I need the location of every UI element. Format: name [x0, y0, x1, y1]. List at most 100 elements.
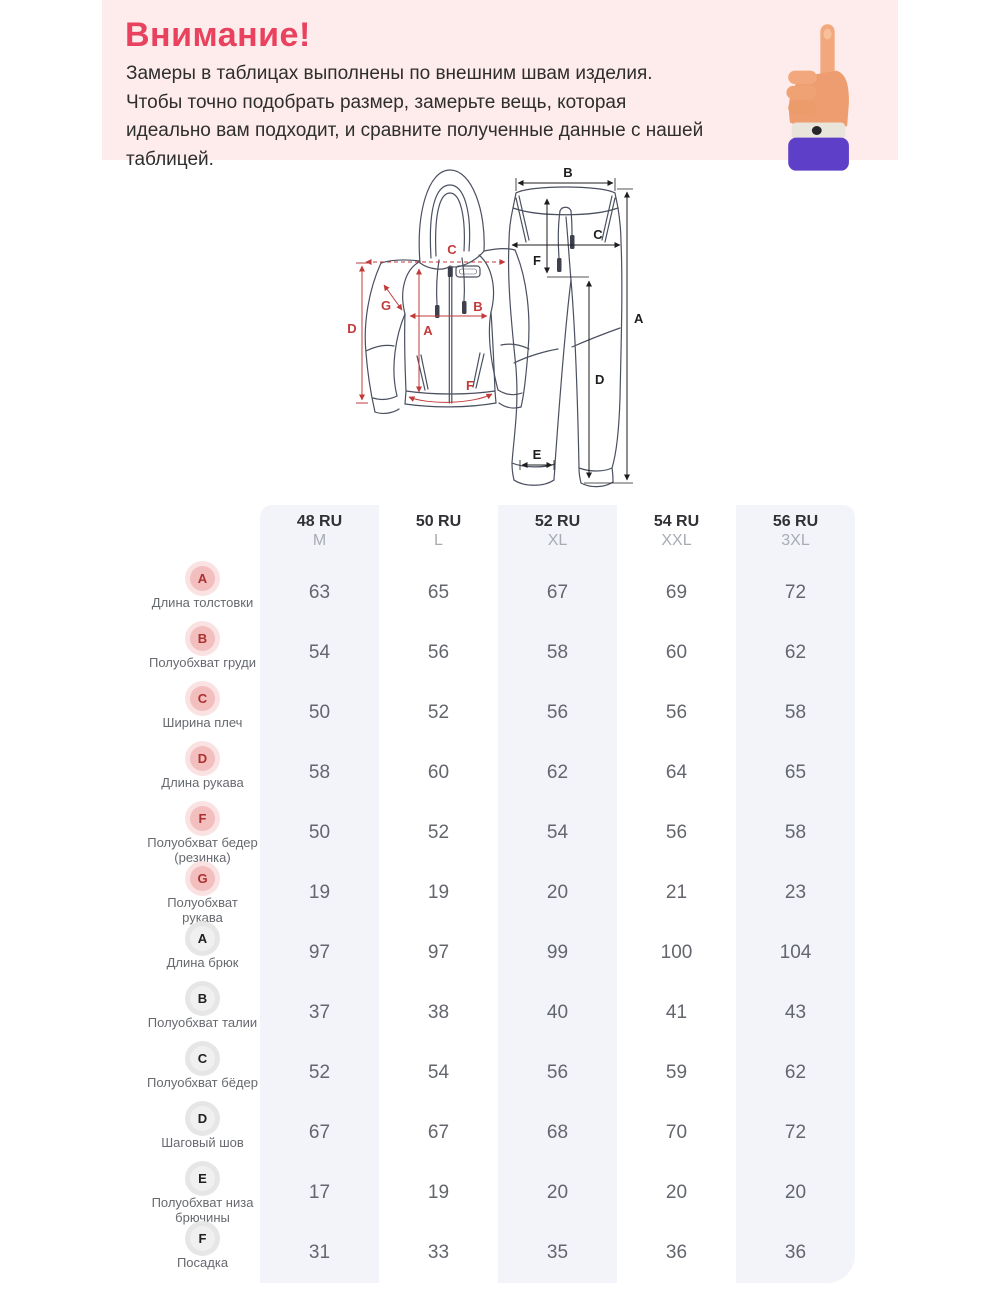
size-value-cell: 37 [308, 1002, 331, 1023]
column-stripe-3 [498, 505, 617, 1283]
size-value-cell: 19 [427, 1182, 450, 1203]
measure-letter-badge: B [190, 626, 215, 651]
hoodie-label-G: G [381, 298, 391, 313]
size-value-cell: 20 [546, 882, 569, 903]
size-value-cell: 56 [665, 822, 688, 843]
size-intl-label: 3XL [781, 532, 810, 549]
size-value-cell: 58 [546, 642, 569, 663]
measure-label-text: Длина брюк [166, 955, 239, 970]
measure-label-text: Полуобхват бедер (резинка) [147, 835, 258, 865]
size-intl-label: XL [547, 532, 568, 549]
size-value-cell: 54 [546, 822, 569, 843]
measure-row-label: D Шаговый шов [145, 1103, 260, 1163]
size-value-cell: 54 [308, 642, 331, 663]
measure-letter-badge: F [190, 1226, 215, 1251]
size-ru-label: 56 RU [772, 513, 819, 530]
size-value-cell: 38 [427, 1002, 450, 1023]
size-value-cell: 56 [665, 702, 688, 723]
size-value-cell: 97 [308, 942, 331, 963]
size-value-cell: 62 [784, 1062, 807, 1083]
size-column-header: 48 RU M [260, 505, 379, 563]
pants-drawing [507, 186, 623, 488]
size-value-cell: 67 [546, 582, 569, 603]
hoodie-drawstring-tips [435, 267, 467, 318]
pants-label-E: E [533, 447, 542, 462]
banner-text: Замеры в таблицах выполнены по внешним ш… [126, 60, 726, 174]
hoodie-label-A: A [423, 323, 433, 338]
hoodie-measurements [356, 259, 506, 404]
measure-label-text: Полуобхват талии [147, 1015, 258, 1030]
banner-text-line-1: Замеры в таблицах выполнены по внешним ш… [126, 63, 653, 84]
measure-row-label: B Полуобхват талии [145, 983, 260, 1043]
size-intl-label: L [434, 532, 443, 549]
pants-label-C: C [593, 227, 603, 242]
measure-letter-badge: A [190, 566, 215, 591]
pants-label-F: F [533, 253, 541, 268]
size-value-cell: 100 [660, 942, 693, 963]
size-ru-label: 50 RU [415, 513, 462, 530]
cuff-button [811, 126, 822, 135]
measure-label-text: Полуобхват рукава [167, 895, 238, 925]
size-value-cell: 67 [308, 1122, 331, 1143]
measure-letter-badge: C [190, 1046, 215, 1071]
size-value-cell: 63 [308, 582, 331, 603]
size-table-corner [145, 505, 260, 563]
size-value-cell: 70 [665, 1122, 688, 1143]
size-value-cell: 104 [779, 942, 812, 963]
measure-row-label: B Полуобхват груди [145, 623, 260, 683]
size-value-cell: 20 [665, 1182, 688, 1203]
size-value-cell: 60 [427, 762, 450, 783]
measure-row-label: C Полуобхват бёдер [145, 1043, 260, 1103]
measure-row-label: A Длина брюк [145, 923, 260, 983]
measure-label-text: Ширина плеч [162, 715, 243, 730]
pants-drawstring-tips [557, 235, 575, 272]
measure-label-text: Посадка [176, 1255, 229, 1270]
measure-label-text: Полуобхват бёдер [147, 1075, 258, 1090]
size-column-header: 56 RU 3XL [736, 505, 855, 563]
size-column-header: 50 RU L [379, 505, 498, 563]
hoodie-drawing [364, 169, 530, 415]
size-column-header: 52 RU XL [498, 505, 617, 563]
size-value-cell: 40 [546, 1002, 569, 1023]
hoodie-label-C: C [447, 242, 457, 257]
size-value-cell: 33 [427, 1242, 450, 1263]
size-value-cell: 36 [784, 1242, 807, 1263]
size-value-cell: 72 [784, 1122, 807, 1143]
size-value-cell: 65 [427, 582, 450, 603]
measure-row-label: F Полуобхват бедер (резинка) [145, 803, 260, 865]
pants-measurements [511, 178, 633, 484]
measure-letter-badge: C [190, 686, 215, 711]
pants-label-D: D [595, 372, 604, 387]
banner-title: Внимание! [125, 16, 311, 54]
measure-letter-badge: A [190, 926, 215, 951]
size-value-cell: 56 [546, 702, 569, 723]
size-value-cell: 52 [308, 1062, 331, 1083]
size-table-section: 48 RU M 50 RU L 52 RU XL 54 RU XXL 56 RU 3XL A Длин… [145, 505, 855, 1283]
size-value-cell: 97 [427, 942, 450, 963]
measure-row-label: G Полуобхват рукава [145, 863, 260, 925]
size-value-cell: 23 [784, 882, 807, 903]
pants-label-A: A [634, 311, 644, 326]
size-value-cell: 62 [546, 762, 569, 783]
size-grid: 48 RU M 50 RU L 52 RU XL 54 RU XXL 56 RU 3XL A Длин… [145, 505, 855, 1283]
hoodie-label-B: B [473, 299, 482, 314]
size-value-cell: 41 [665, 1002, 688, 1023]
measure-letter-badge: F [190, 806, 215, 831]
measure-row-label: C Ширина плеч [145, 683, 260, 743]
measure-row-label: F Посадка [145, 1223, 260, 1283]
measure-letter-badge: G [190, 866, 215, 891]
size-value-cell: 52 [427, 702, 450, 723]
measurement-diagram: D C A B G F [347, 165, 644, 488]
size-value-cell: 65 [784, 762, 807, 783]
measure-label-text: Шаговый шов [161, 1135, 244, 1150]
size-value-cell: 54 [427, 1062, 450, 1083]
hoodie-label-F: F [466, 378, 474, 393]
size-value-cell: 35 [546, 1242, 569, 1263]
measure-letter-badge: E [190, 1166, 215, 1191]
size-value-cell: 50 [308, 822, 331, 843]
size-ru-label: 54 RU [653, 513, 700, 530]
size-value-cell: 56 [427, 642, 450, 663]
size-value-cell: 20 [546, 1182, 569, 1203]
measure-label-text: Полуобхват низа брючины [151, 1195, 254, 1225]
